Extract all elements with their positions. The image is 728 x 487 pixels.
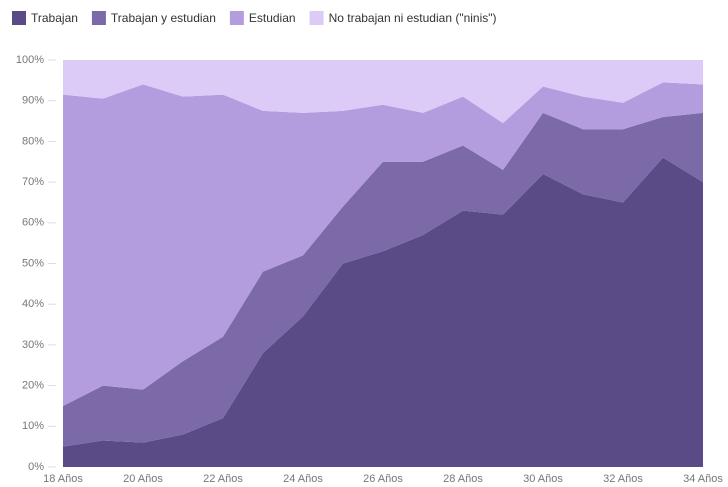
y-tick-label: 70% <box>22 176 44 188</box>
x-tick-label: 34 Años <box>683 473 723 485</box>
legend-swatch <box>12 11 26 25</box>
y-tick-label: 50% <box>22 257 44 269</box>
area <box>63 60 703 124</box>
y-tick-label: 40% <box>22 298 44 310</box>
area <box>63 82 703 406</box>
area <box>63 157 703 467</box>
y-tick-label: 0% <box>28 461 44 473</box>
legend-label: Trabajan <box>31 11 78 25</box>
legend-label: No trabajan ni estudian ("ninis") <box>329 11 497 25</box>
y-tick-label: 100% <box>16 54 44 66</box>
legend-label: Estudian <box>249 11 296 25</box>
x-tick-label: 20 Años <box>123 473 163 485</box>
y-tick-label: 90% <box>22 95 44 107</box>
x-tick-label: 32 Años <box>603 473 643 485</box>
x-tick-label: 24 Años <box>283 473 323 485</box>
x-tick-label: 22 Años <box>203 473 243 485</box>
x-tick-label: 18 Años <box>43 473 83 485</box>
legend-swatch <box>309 11 324 25</box>
legend-label: Trabajan y estudian <box>111 11 216 25</box>
legend-swatch <box>91 11 106 25</box>
y-tick-label: 80% <box>22 135 44 147</box>
y-tick-label: 30% <box>22 339 44 351</box>
x-tick-label: 30 Años <box>523 473 563 485</box>
area <box>63 112 703 447</box>
x-tick-label: 28 Años <box>443 473 483 485</box>
y-tick-label: 20% <box>22 380 44 392</box>
y-tick-label: 10% <box>22 420 44 432</box>
y-tick-label: 60% <box>22 217 44 229</box>
x-tick-label: 26 Años <box>363 473 403 485</box>
legend-swatch <box>229 11 244 25</box>
